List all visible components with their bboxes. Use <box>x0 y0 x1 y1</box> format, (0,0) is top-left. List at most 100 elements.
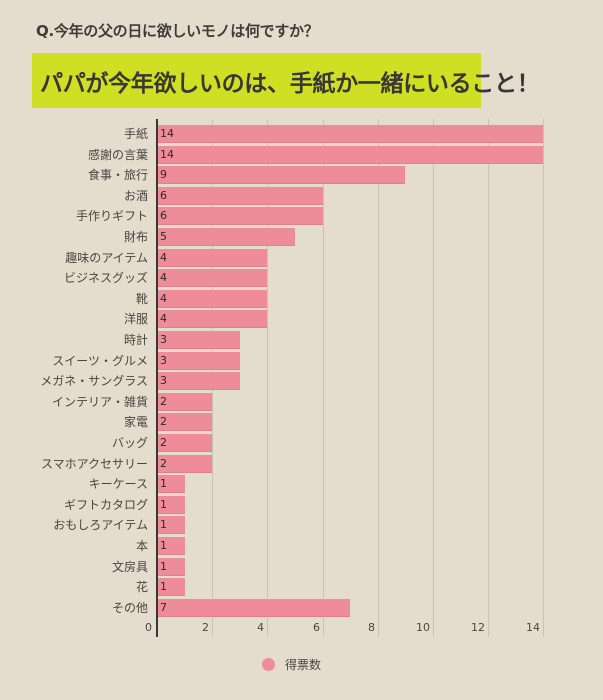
bar-value-label: 4 <box>160 251 167 264</box>
legend-label: 得票数 <box>285 658 322 672</box>
bar: 3 <box>158 352 240 370</box>
x-tick-label: 0 <box>145 621 152 634</box>
bar: 14 <box>158 146 543 164</box>
bar-row: メガネ・サングラス 3 <box>0 371 603 391</box>
bar-row: ギフトカタログ 1 <box>0 495 603 515</box>
gridline <box>488 119 489 637</box>
x-tick-label: 4 <box>257 621 264 634</box>
category-label: スマホアクセサリー <box>40 457 148 471</box>
category-label: 時計 <box>123 333 148 347</box>
question-title: Q.今年の父の日に欲しいモノは何ですか？ <box>36 22 319 40</box>
bar-row: 手作りギフト 6 <box>0 206 603 226</box>
bar-row: おもしろアイテム 1 <box>0 515 603 535</box>
bar-value-label: 1 <box>160 539 167 552</box>
bar: 4 <box>158 269 267 287</box>
x-tick-label: 8 <box>368 621 375 634</box>
category-label: メガネ・サングラス <box>40 374 148 388</box>
bar-value-label: 14 <box>160 148 174 161</box>
bar: 4 <box>158 290 267 308</box>
category-label: 洋服 <box>123 312 148 326</box>
category-label: 食事・旅行 <box>87 168 148 182</box>
bar: 6 <box>158 207 323 225</box>
category-label: ビジネスグッズ <box>63 271 148 285</box>
category-label: その他 <box>111 601 148 615</box>
bar: 14 <box>158 125 543 143</box>
category-label: おもしろアイテム <box>53 518 148 532</box>
bar-value-label: 2 <box>160 415 167 428</box>
bar-value-label: 3 <box>160 333 167 346</box>
bar: 4 <box>158 249 267 267</box>
category-label: 花 <box>135 580 148 594</box>
category-label: 趣味のアイテム <box>65 251 148 265</box>
bar-value-label: 2 <box>160 457 167 470</box>
headline-banner: パパが今年欲しいのは、手紙か一緒にいること！ <box>32 53 540 108</box>
bar-row: インテリア・雑貨 2 <box>0 392 603 412</box>
bar-value-label: 3 <box>160 354 167 367</box>
bar: 4 <box>158 310 267 328</box>
bar-row: 洋服 4 <box>0 309 603 329</box>
category-label: 手作りギフト <box>75 209 148 223</box>
bar-value-label: 9 <box>160 168 167 181</box>
bar: 5 <box>158 228 295 246</box>
bar: 6 <box>158 187 323 205</box>
bar-value-label: 4 <box>160 292 167 305</box>
category-label: 財布 <box>123 230 148 244</box>
legend: 得票数 <box>262 656 321 673</box>
bar: 1 <box>158 496 185 514</box>
bar-row: 時計 3 <box>0 330 603 350</box>
category-label: 家電 <box>123 415 148 429</box>
bar: 1 <box>158 516 185 534</box>
bar-value-label: 1 <box>160 580 167 593</box>
gridline <box>378 119 379 637</box>
bar-row: ビジネスグッズ 4 <box>0 268 603 288</box>
category-label: スイーツ・グルメ <box>52 354 148 368</box>
category-label: 靴 <box>135 292 148 306</box>
x-tick-label: 14 <box>526 621 540 634</box>
bar: 9 <box>158 166 405 184</box>
bar-value-label: 1 <box>160 498 167 511</box>
category-label: 本 <box>135 539 148 553</box>
category-label: ギフトカタログ <box>63 498 148 512</box>
bar-value-label: 3 <box>160 374 167 387</box>
bar: 7 <box>158 599 350 617</box>
bar-value-label: 14 <box>160 127 174 140</box>
bar: 1 <box>158 475 185 493</box>
category-label: インテリア・雑貨 <box>51 395 148 409</box>
category-label: キーケース <box>88 477 148 491</box>
gridline <box>323 119 324 637</box>
bar-row: 文房具 1 <box>0 557 603 577</box>
bar: 2 <box>158 434 212 452</box>
x-tick-label: 2 <box>202 621 209 634</box>
bar-row: スイーツ・グルメ 3 <box>0 351 603 371</box>
bar-value-label: 1 <box>160 518 167 531</box>
legend-swatch-icon <box>262 658 275 671</box>
category-label: お酒 <box>123 189 148 203</box>
x-tick-label: 6 <box>313 621 320 634</box>
bar-value-label: 4 <box>160 312 167 325</box>
bar: 1 <box>158 558 185 576</box>
x-tick-label: 12 <box>471 621 485 634</box>
bar: 2 <box>158 455 212 473</box>
bar-row: スマホアクセサリー 2 <box>0 454 603 474</box>
bar-value-label: 1 <box>160 477 167 490</box>
bar-row: その他 7 <box>0 598 603 618</box>
bar-row: 手紙 14 <box>0 124 603 144</box>
bar-value-label: 2 <box>160 436 167 449</box>
category-label: バッグ <box>111 436 148 450</box>
bar-value-label: 1 <box>160 560 167 573</box>
bar-value-label: 7 <box>160 601 167 614</box>
bar: 3 <box>158 331 240 349</box>
bar-row: 食事・旅行 9 <box>0 165 603 185</box>
bar-value-label: 2 <box>160 395 167 408</box>
bar: 1 <box>158 537 185 555</box>
bar-row: 感謝の言葉 14 <box>0 145 603 165</box>
category-label: 手紙 <box>123 127 148 141</box>
x-tick-label: 10 <box>416 621 430 634</box>
category-label: 感謝の言葉 <box>87 148 148 162</box>
bar-value-label: 6 <box>160 209 167 222</box>
bar-value-label: 5 <box>160 230 167 243</box>
